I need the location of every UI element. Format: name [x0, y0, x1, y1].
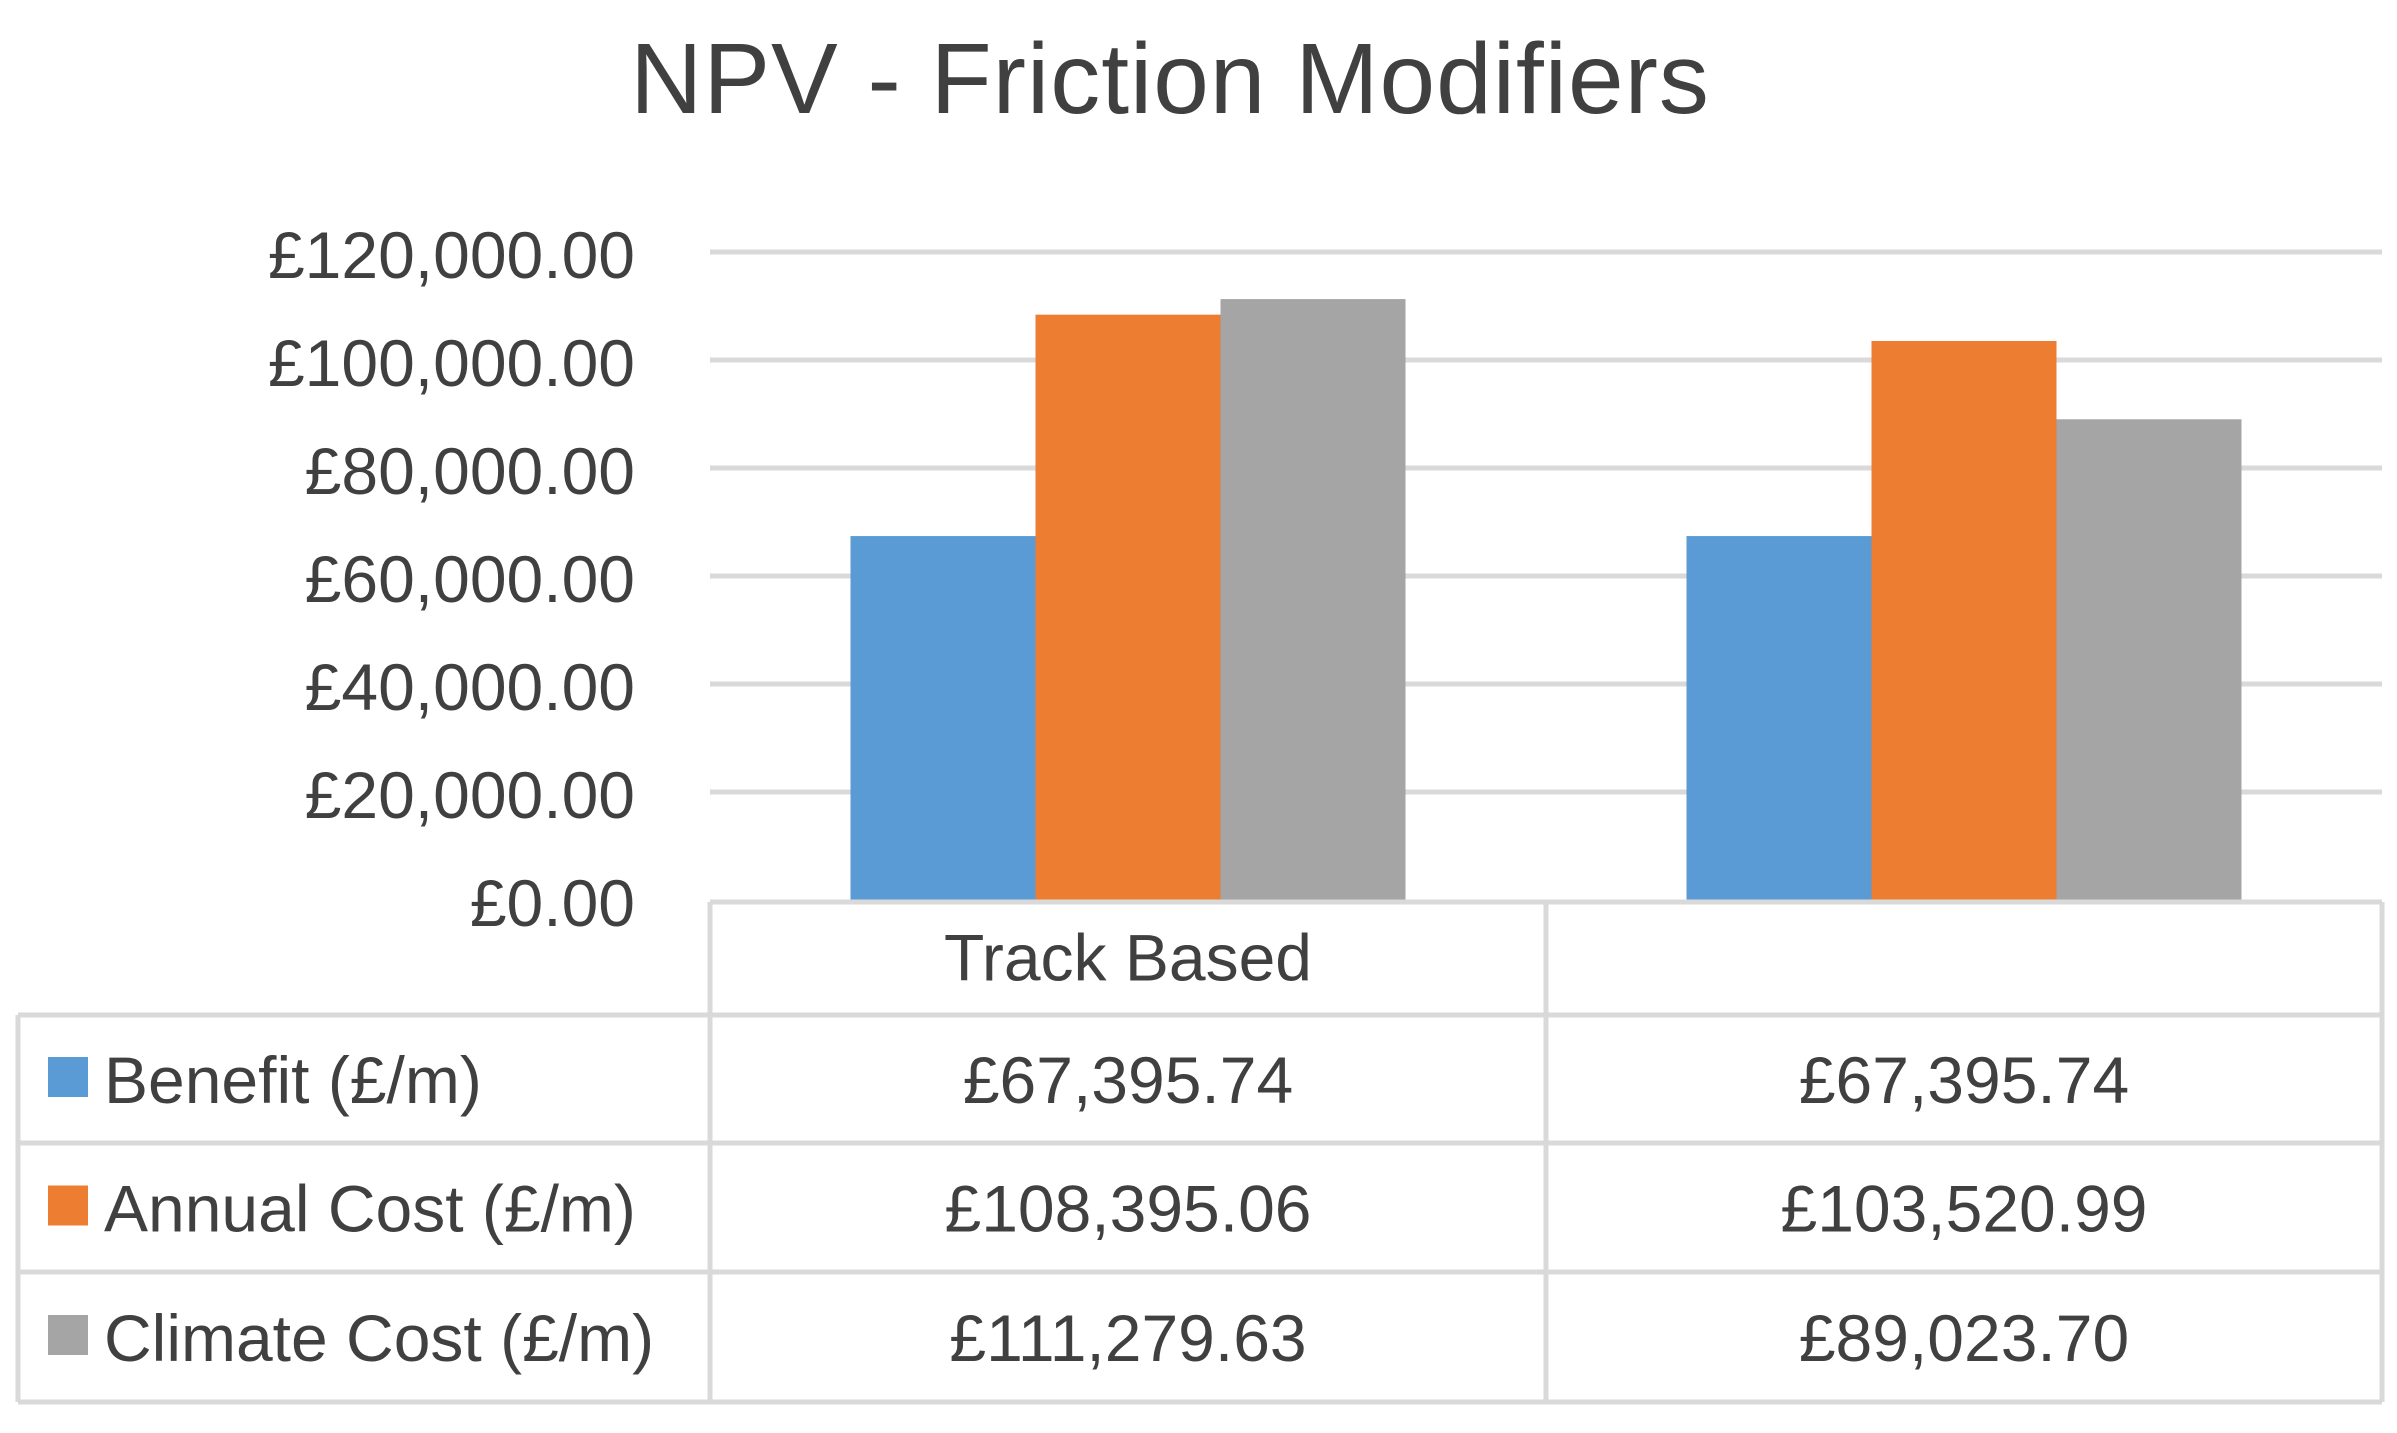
legend-key [48, 1315, 88, 1355]
y-tick-label: £20,000.00 [305, 758, 635, 832]
data-label: £103,520.99 [1780, 1172, 2147, 1246]
y-tick-label: £40,000.00 [305, 650, 635, 724]
chart-title: NPV - Friction Modifiers [630, 23, 1710, 135]
data-label: £108,395.06 [944, 1172, 1311, 1246]
legend-label: Climate Cost (£/m) [104, 1301, 654, 1375]
bar [1871, 340, 2057, 900]
bar [1686, 536, 1872, 900]
y-tick-label: £100,000.00 [268, 326, 635, 400]
data-label: £89,023.70 [1799, 1301, 2129, 1375]
y-tick-label: £80,000.00 [305, 434, 635, 508]
legend-key [48, 1057, 88, 1097]
x-tick-label: Track Based [944, 921, 1312, 995]
y-tick-label: £60,000.00 [305, 542, 635, 616]
legend-label: Benefit (£/m) [104, 1043, 482, 1117]
data-label: £67,395.74 [1799, 1043, 2129, 1117]
legend-key [48, 1185, 88, 1226]
legend-label: Annual Cost (£/m) [104, 1172, 636, 1246]
bar [1035, 314, 1221, 900]
bar [2056, 419, 2242, 900]
y-tick-label: £0.00 [470, 866, 635, 940]
bar [1220, 299, 1406, 901]
bar [850, 536, 1036, 900]
data-label: £111,279.63 [949, 1301, 1306, 1375]
y-tick-label: £120,000.00 [268, 218, 635, 292]
data-label: £67,395.74 [963, 1043, 1293, 1117]
